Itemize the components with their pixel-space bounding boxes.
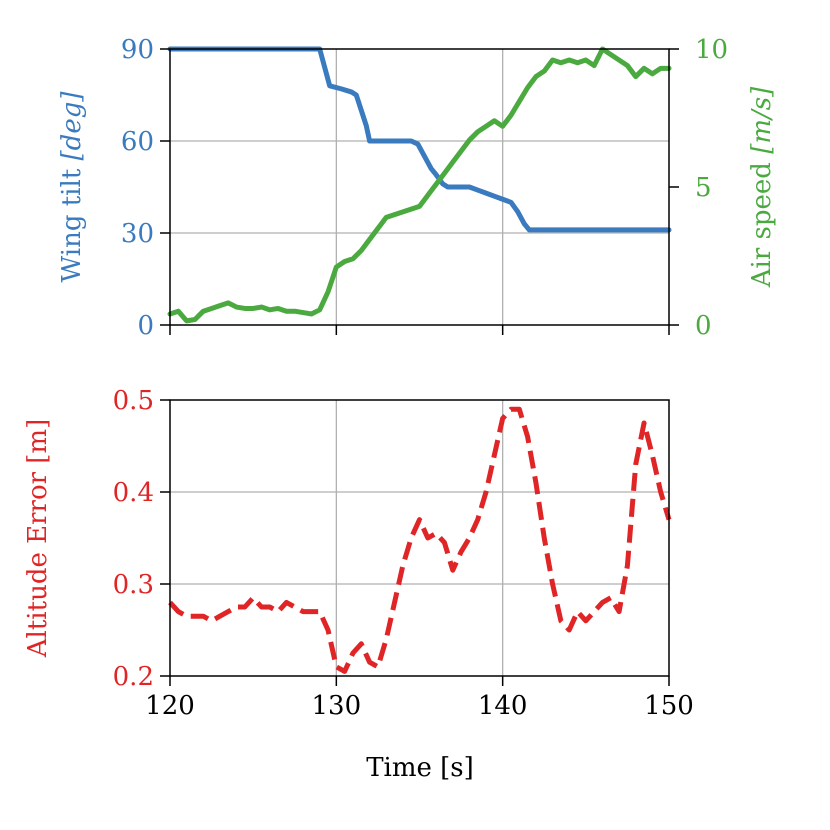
bottom-panel: 120 130 140 150 0.2 0.3 0.4 0.5 Altitude Error … — [23, 386, 694, 783]
top-ticks: 0 30 60 90 0 5 10 — [121, 35, 728, 341]
top-left-axis-label-main: Wing tilt — [57, 160, 87, 282]
bottom-grid — [170, 400, 669, 676]
bottom-left-y-tick-label: 0.5 — [113, 386, 154, 416]
bottom-left-y-tick-label: 0.2 — [113, 662, 154, 692]
bottom-left-y-tick-label: 0.3 — [113, 570, 154, 600]
bottom-x-tick-label: 120 — [145, 691, 195, 721]
top-series-line-0 — [167, 46, 672, 233]
top-series-line-1 — [167, 46, 672, 324]
top-right-axis-label: Air speed [m/s] — [747, 86, 777, 288]
bottom-series-line-0 — [168, 406, 672, 674]
top-left-y-tick-label: 90 — [121, 35, 154, 65]
bottom-left-y-tick-label: 0.4 — [113, 478, 154, 508]
top-left-axis-label-unit: [deg] — [57, 91, 87, 161]
bottom-x-tick-label: 130 — [312, 691, 362, 721]
top-right-y-tick-label: 0 — [695, 311, 712, 341]
bottom-ticks: 120 130 140 150 0.2 0.3 0.4 0.5 — [113, 386, 694, 721]
top-left-y-tick-label: 60 — [121, 127, 154, 157]
top-right-y-tick-label: 10 — [695, 35, 728, 65]
bottom-series — [168, 406, 672, 674]
top-right-axis-label-unit: [m/s] — [747, 86, 777, 154]
top-left-y-tick-label: 0 — [137, 311, 154, 341]
top-grid — [170, 49, 669, 325]
bottom-x-tick-label: 140 — [478, 691, 528, 721]
top-series — [167, 46, 672, 324]
bottom-plot-frame — [169, 399, 670, 677]
top-left-axis-label: Wing tilt [deg] — [57, 91, 87, 283]
top-left-y-tick-label: 30 — [121, 219, 154, 249]
top-panel: 0 30 60 90 0 5 10 Wing tilt [deg] Air speed [m… — [57, 35, 777, 341]
x-axis-label: Time [s] — [366, 753, 474, 783]
bottom-left-axis-label: Altitude Error [m] — [23, 419, 53, 658]
top-right-y-tick-label: 5 — [695, 173, 712, 203]
bottom-x-tick-label: 150 — [644, 691, 694, 721]
top-plot-frame — [169, 48, 670, 326]
top-right-axis-label-main: Air speed — [747, 154, 777, 288]
